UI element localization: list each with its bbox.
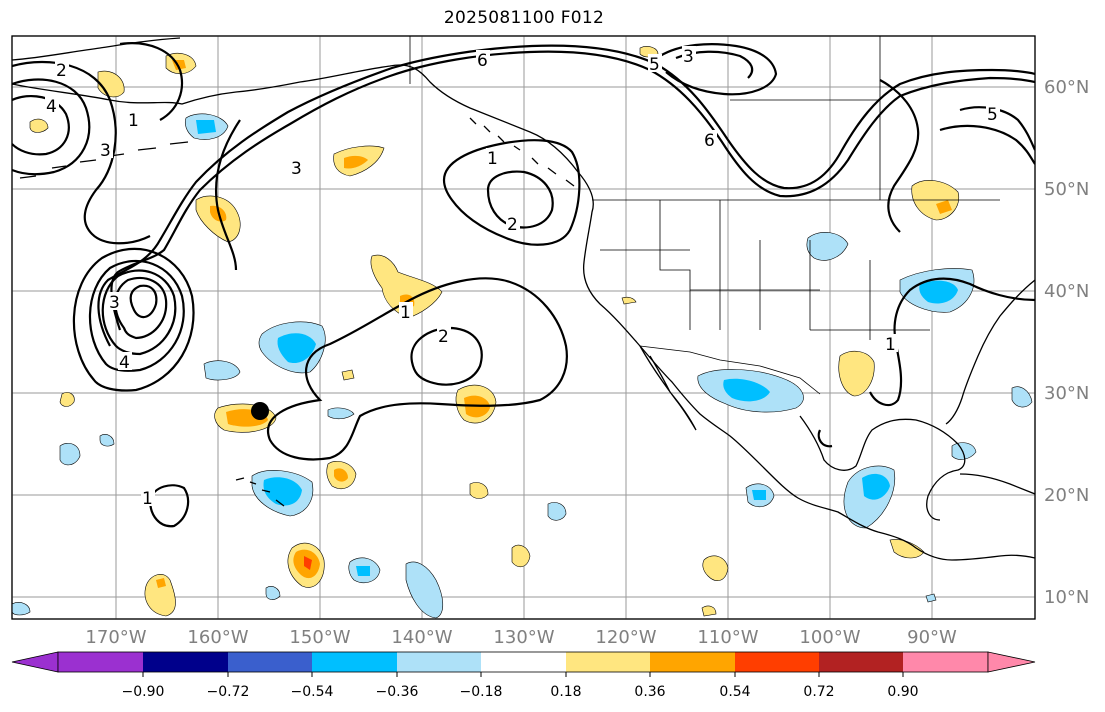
contour-label: 1 [128, 111, 139, 131]
lat-tick-label: 50°N [1044, 179, 1089, 200]
shaded-anomalies [12, 46, 1033, 619]
lat-tick-label: 30°N [1044, 383, 1089, 404]
contour-label: 1 [885, 335, 896, 355]
colorbar-tick-label: 0.90 [887, 684, 918, 700]
contour-label: 6 [704, 131, 715, 151]
marker-point [251, 402, 269, 420]
colorbar-tick-label: −0.36 [376, 684, 419, 700]
colorbar-extend-low [11, 651, 59, 673]
colorbar-tick-label: 0.72 [803, 684, 834, 700]
colorbar-cell [819, 652, 903, 672]
lat-tick-label: 60°N [1044, 77, 1089, 98]
coastlines [12, 37, 1035, 561]
lat-tick-label: 40°N [1044, 281, 1089, 302]
contour-label: 4 [46, 97, 57, 117]
contour-label: 1 [142, 489, 153, 509]
lon-tick-label: 170°W [85, 627, 146, 648]
colorbar-cell [143, 652, 228, 672]
lon-tick-label: 110°W [697, 627, 758, 648]
contour-label: 2 [56, 61, 67, 81]
contour-label: 2 [507, 215, 518, 235]
lon-tick-label: 150°W [289, 627, 350, 648]
contour-label: 3 [100, 141, 111, 161]
contour-label: 3 [291, 159, 302, 179]
contour-label: 3 [683, 47, 694, 67]
graticule [12, 36, 1035, 619]
lon-tick-label: 160°W [187, 627, 248, 648]
colorbar-cell [58, 652, 143, 672]
contour-label: 2 [438, 327, 449, 347]
longitude-labels: 170°W 160°W 150°W 140°W 130°W 120°W 110°… [85, 627, 957, 648]
latitude-labels: 60°N 50°N 40°N 30°N 20°N 10°N [1044, 77, 1089, 608]
contour-label-group: 2 4 6 6 2 2 1 1 3 4 3 [45, 46, 1000, 509]
contour-label: 3 [109, 293, 120, 313]
contour-label: 1 [487, 149, 498, 169]
colorbar-cell [903, 652, 988, 672]
colorbar-cell [735, 652, 819, 672]
colorbar-cell [481, 652, 566, 672]
colorbar-tick-label: −0.90 [122, 684, 165, 700]
colorbar-cell [228, 652, 312, 672]
colorbar-extend-high [987, 651, 1036, 673]
lon-tick-label: 130°W [493, 627, 554, 648]
colorbar-tick-label: 0.54 [719, 684, 750, 700]
lon-tick-label: 100°W [799, 627, 860, 648]
colorbar-cell [397, 652, 481, 672]
map-title: 2025081100 F012 [443, 8, 605, 28]
contour-lines [12, 42, 1035, 528]
map-panel: 2 4 6 6 2 2 1 1 3 4 3 [11, 35, 1036, 620]
colorbar-tick-label: 0.18 [550, 684, 581, 700]
lon-tick-label: 140°W [391, 627, 452, 648]
lon-tick-label: 90°W [907, 627, 957, 648]
lat-tick-label: 10°N [1044, 587, 1089, 608]
borders [409, 36, 1000, 395]
colorbar-tick-label: −0.72 [207, 684, 250, 700]
contour-label: 4 [119, 353, 130, 373]
colorbar: −0.90 −0.72 −0.54 −0.36 −0.18 0.18 0.36 0.54 0.7… [11, 651, 1036, 700]
lon-tick-label: 120°W [595, 627, 656, 648]
colorbar-tick-label: 0.36 [634, 684, 665, 700]
colorbar-tick-label: −0.54 [291, 684, 334, 700]
contour-label: 5 [987, 105, 998, 125]
colorbar-cell [566, 652, 650, 672]
contour-label: 1 [400, 303, 411, 323]
lat-tick-label: 20°N [1044, 485, 1089, 506]
contour-label: 5 [649, 55, 660, 75]
colorbar-cell [312, 652, 397, 672]
contour-label: 6 [477, 51, 488, 71]
colorbar-cell [650, 652, 735, 672]
colorbar-tick-label: −0.18 [460, 684, 503, 700]
